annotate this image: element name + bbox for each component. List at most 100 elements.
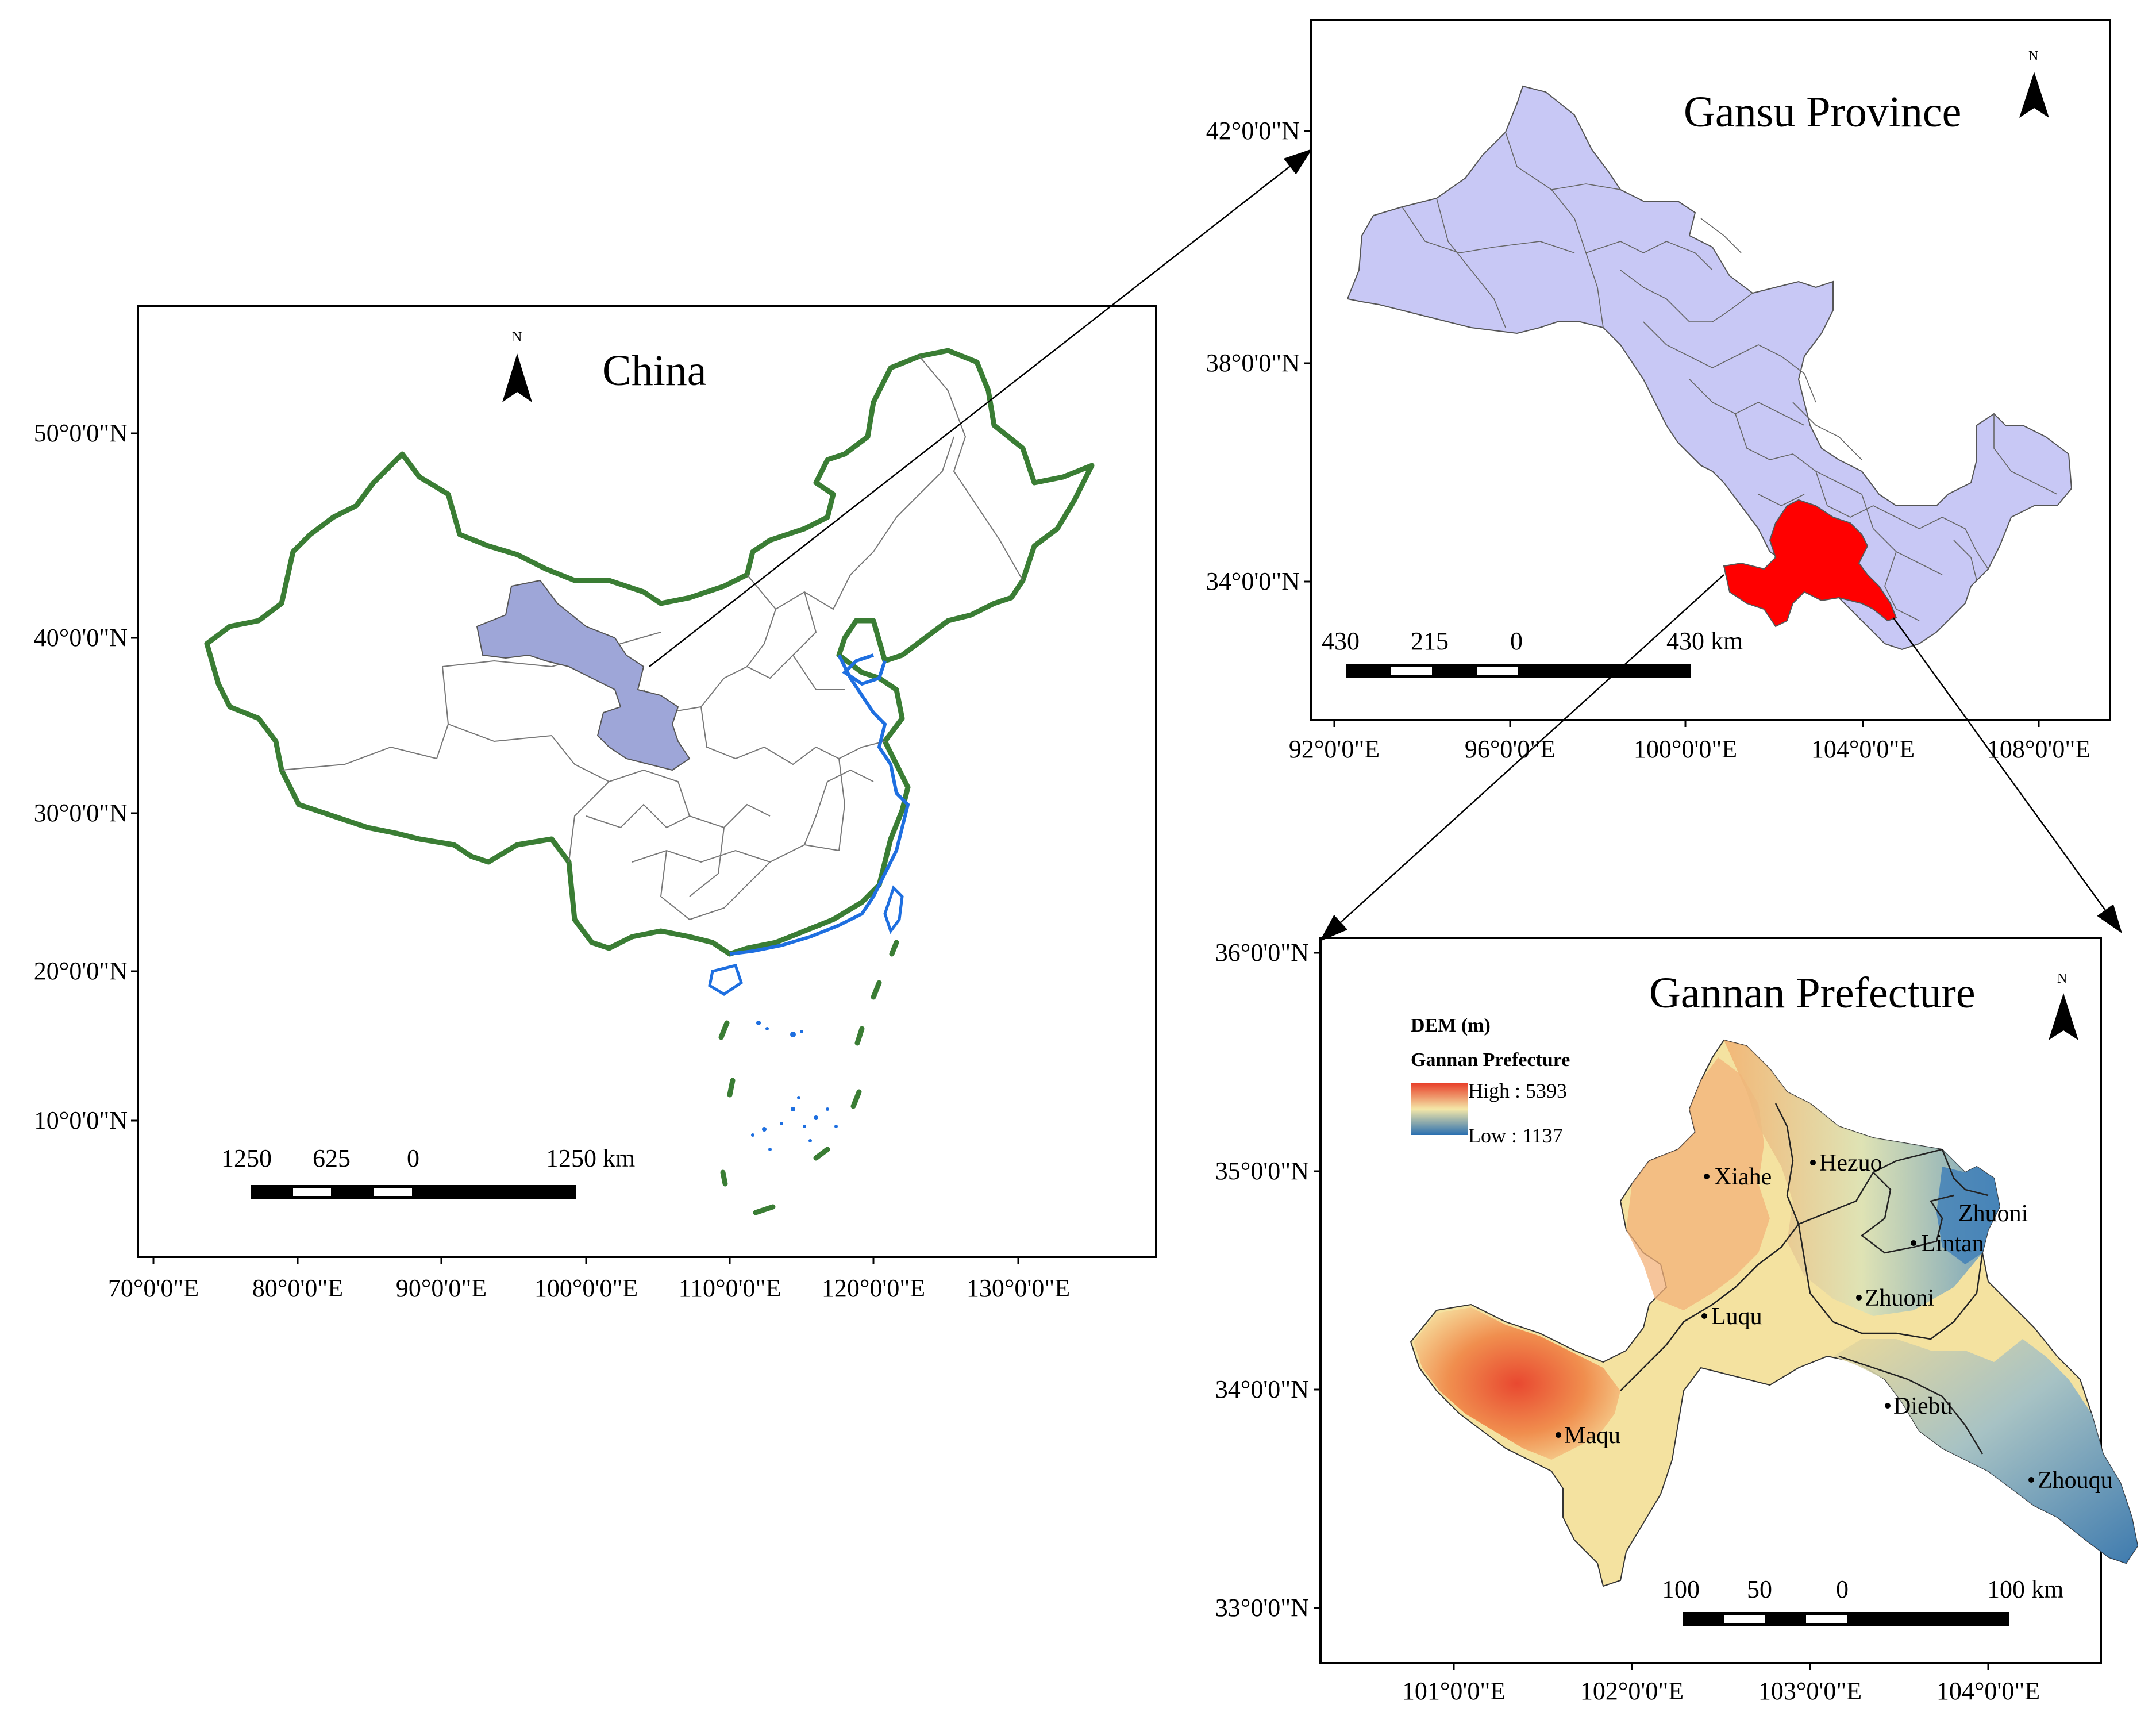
gannan-county-lines xyxy=(1620,1103,1989,1455)
svg-text:103°0'0"E: 103°0'0"E xyxy=(1758,1677,1862,1705)
china-lon-ticks: 70°0'0"E 80°0'0"E 90°0'0"E 100°0'0"E 110… xyxy=(108,1257,1070,1302)
svg-text:N: N xyxy=(2028,49,2038,64)
svg-text:100°0'0"E: 100°0'0"E xyxy=(534,1274,638,1302)
gansu-scale-bar: 430 215 0 430 km xyxy=(1322,627,1743,678)
svg-text:101°0'0"E: 101°0'0"E xyxy=(1402,1677,1506,1705)
svg-text:34°0'0"N: 34°0'0"N xyxy=(1206,567,1300,595)
china-dash-line xyxy=(718,940,899,1215)
city-label: Xiahe xyxy=(1714,1164,1772,1190)
gannan-dem-north xyxy=(1724,1040,2000,1316)
city-label: Hezuo xyxy=(1819,1150,1882,1176)
gansu-title: Gansu Province xyxy=(1684,88,1961,136)
china-taiwan xyxy=(883,885,904,934)
svg-text:120°0'0"E: 120°0'0"E xyxy=(822,1274,925,1302)
svg-text:1250: 1250 xyxy=(221,1144,272,1172)
gansu-gannan-highlight xyxy=(1723,499,1897,628)
north-arrow-icon xyxy=(502,353,532,402)
svg-text:215: 215 xyxy=(1411,627,1449,655)
svg-text:80°0'0"E: 80°0'0"E xyxy=(252,1274,343,1302)
svg-text:33°0'0"N: 33°0'0"N xyxy=(1215,1594,1309,1622)
svg-text:108°0'0"E: 108°0'0"E xyxy=(1987,735,2090,763)
svg-text:30°0'0"N: 30°0'0"N xyxy=(34,799,128,827)
china-coastline xyxy=(729,653,910,956)
china-title: China xyxy=(602,347,707,395)
svg-text:38°0'0"N: 38°0'0"N xyxy=(1206,349,1300,377)
china-boundary xyxy=(204,348,1095,957)
china-gansu-highlight xyxy=(476,579,691,771)
china-islands xyxy=(751,1021,838,1151)
svg-text:102°0'0"E: 102°0'0"E xyxy=(1580,1677,1684,1705)
svg-text:104°0'0"E: 104°0'0"E xyxy=(1811,735,1915,763)
gansu-panel: Gansu Province N 430 215 0 430 km 42°0'0… xyxy=(1206,19,2111,763)
svg-text:N: N xyxy=(512,330,522,345)
city-label: Zhouqu xyxy=(2038,1467,2113,1494)
svg-text:0: 0 xyxy=(1836,1575,1849,1603)
gannan-panel: Xiahe Hezuo Zhuoni Lintan Zhuoni Luqu Di… xyxy=(1215,937,2139,1705)
svg-text:35°0'0"N: 35°0'0"N xyxy=(1215,1157,1309,1185)
svg-text:110°0'0"E: 110°0'0"E xyxy=(679,1274,781,1302)
gannan-cities: Xiahe Hezuo Zhuoni Lintan Zhuoni Luqu Di… xyxy=(1556,1150,2113,1494)
china-scale-bar: 1250 625 0 1250 km xyxy=(221,1144,635,1199)
gansu-lat-ticks: 42°0'0"N 38°0'0"N 34°0'0"N xyxy=(1206,117,1311,595)
gannan-lat-ticks: 36°0'0"N 35°0'0"N 34°0'0"N 33°0'0"N xyxy=(1215,938,1320,1622)
svg-text:50°0'0"N: 50°0'0"N xyxy=(34,419,128,447)
svg-text:625: 625 xyxy=(313,1144,351,1172)
gannan-legend: DEM (m) Gannan Prefecture High : 5393 Lo… xyxy=(1411,1015,1570,1147)
city-label: Zhuoni xyxy=(1958,1201,2028,1227)
legend-heading: DEM (m) xyxy=(1411,1015,1491,1036)
city-label: Maqu xyxy=(1564,1422,1620,1449)
svg-text:430: 430 xyxy=(1322,627,1360,655)
legend-high: High : 5393 xyxy=(1468,1079,1567,1102)
gannan-scale-bar: 100 50 0 100 km xyxy=(1662,1575,2063,1626)
city-label: Lintan xyxy=(1921,1230,1984,1257)
svg-text:36°0'0"N: 36°0'0"N xyxy=(1215,938,1309,967)
svg-text:1250 km: 1250 km xyxy=(546,1144,635,1172)
gannan-title: Gannan Prefecture xyxy=(1649,969,1976,1017)
svg-text:130°0'0"E: 130°0'0"E xyxy=(967,1274,1070,1302)
legend-low: Low : 1137 xyxy=(1468,1124,1563,1147)
gannan-lon-ticks: 101°0'0"E 102°0'0"E 103°0'0"E 104°0'0"E xyxy=(1402,1663,2040,1705)
gansu-county-lines xyxy=(1402,132,2058,621)
gannan-dem-southeast-low xyxy=(1833,1339,2138,1563)
gansu-province-shape xyxy=(1346,85,2073,651)
svg-text:40°0'0"N: 40°0'0"N xyxy=(34,624,128,652)
gannan-dem-maqu-high xyxy=(1414,1307,1620,1460)
svg-text:50: 50 xyxy=(1747,1575,1772,1603)
gansu-lon-ticks: 92°0'0"E 96°0'0"E 100°0'0"E 104°0'0"E 10… xyxy=(1289,720,2090,763)
svg-text:92°0'0"E: 92°0'0"E xyxy=(1289,735,1380,763)
svg-text:430 km: 430 km xyxy=(1666,627,1743,655)
arrow-gansu-to-gannan-left xyxy=(1319,574,1724,942)
svg-text:N: N xyxy=(2057,971,2067,986)
city-label: Zhuoni xyxy=(1865,1285,1934,1311)
north-arrow-icon xyxy=(2049,993,2078,1040)
svg-text:104°0'0"E: 104°0'0"E xyxy=(1936,1677,2040,1705)
china-hainan xyxy=(708,964,743,996)
legend-layer: Gannan Prefecture xyxy=(1411,1049,1570,1071)
svg-text:96°0'0"E: 96°0'0"E xyxy=(1465,735,1556,763)
connector-arrows xyxy=(649,148,2122,942)
legend-ramp xyxy=(1411,1083,1468,1135)
gannan-north-arrow: N xyxy=(2049,971,2078,1040)
arrow-gansu-to-gannan-right xyxy=(1892,617,2122,934)
china-north-arrow: N xyxy=(502,330,532,402)
city-label: Luqu xyxy=(1711,1303,1762,1330)
svg-text:70°0'0"E: 70°0'0"E xyxy=(108,1274,199,1302)
china-lat-ticks: 50°0'0"N 40°0'0"N 30°0'0"N 20°0'0"N 10°0… xyxy=(34,419,138,1134)
arrow-china-to-gansu xyxy=(649,148,1312,667)
svg-text:20°0'0"N: 20°0'0"N xyxy=(34,957,128,985)
north-arrow-icon xyxy=(2019,72,2049,118)
svg-text:34°0'0"N: 34°0'0"N xyxy=(1215,1375,1309,1403)
svg-text:0: 0 xyxy=(407,1144,419,1172)
china-panel: China N 1250 625 0 1250 km 50°0'0"N 40°0… xyxy=(34,305,1157,1302)
gannan-dem-zhuoni-low xyxy=(1936,1167,2000,1264)
gansu-north-arrow: N xyxy=(2019,49,2049,118)
gannan-dem-west-mid xyxy=(1626,1057,1770,1310)
svg-text:100 km: 100 km xyxy=(1987,1575,2063,1603)
city-label: Diebu xyxy=(1893,1393,1953,1419)
svg-text:42°0'0"N: 42°0'0"N xyxy=(1206,117,1300,145)
svg-text:100: 100 xyxy=(1662,1575,1700,1603)
svg-text:90°0'0"E: 90°0'0"E xyxy=(396,1274,487,1302)
svg-text:10°0'0"N: 10°0'0"N xyxy=(34,1106,128,1134)
svg-text:100°0'0"E: 100°0'0"E xyxy=(1634,735,1737,763)
